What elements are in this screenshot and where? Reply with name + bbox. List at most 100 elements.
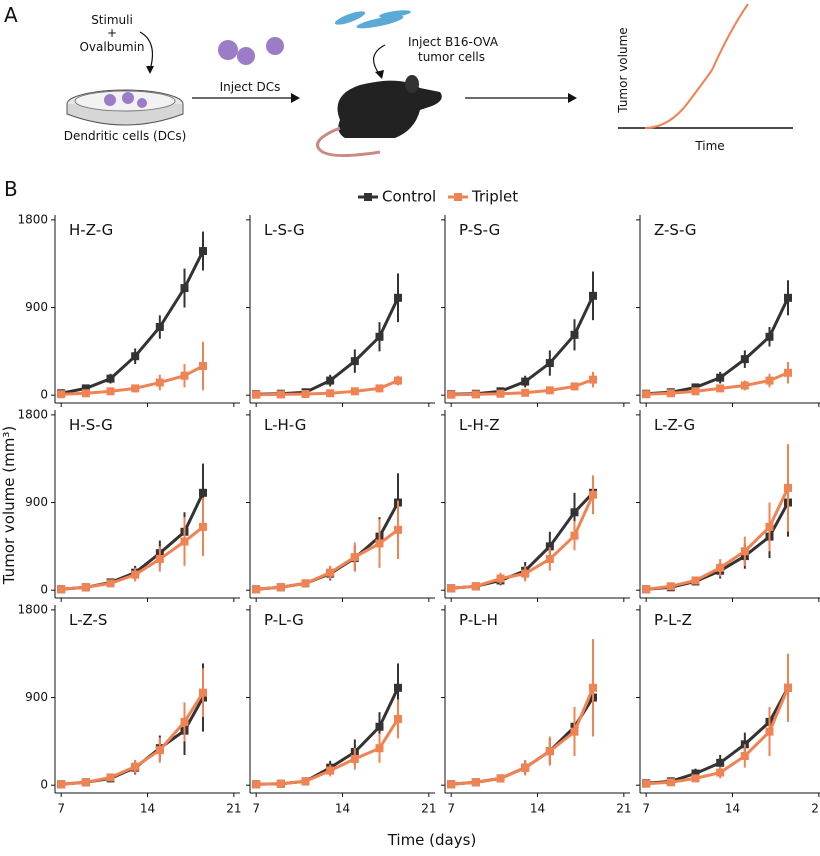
point bbox=[765, 332, 774, 341]
y-tick-label: 1800 bbox=[17, 212, 48, 226]
point bbox=[784, 293, 792, 302]
panel: Z-S-G bbox=[636, 215, 820, 407]
point bbox=[131, 352, 140, 361]
point bbox=[57, 780, 66, 789]
point bbox=[199, 247, 207, 256]
point bbox=[666, 778, 675, 787]
point bbox=[155, 746, 164, 755]
point bbox=[276, 779, 285, 788]
point bbox=[199, 488, 207, 497]
point bbox=[350, 387, 359, 396]
point bbox=[740, 381, 749, 390]
legend-label: Control bbox=[382, 188, 436, 206]
x-tick-label: 14 bbox=[140, 802, 155, 816]
point bbox=[375, 539, 384, 548]
label: Inject B16-OVA bbox=[408, 35, 499, 49]
point bbox=[81, 778, 90, 787]
legend-marker bbox=[454, 193, 462, 201]
panel-title: L-Z-G bbox=[654, 416, 695, 434]
point bbox=[521, 388, 530, 397]
point bbox=[642, 585, 651, 594]
x-tick-label: 21 bbox=[421, 802, 436, 816]
point bbox=[394, 376, 402, 385]
legend-marker bbox=[364, 193, 372, 201]
point bbox=[691, 774, 700, 783]
point bbox=[471, 390, 480, 399]
x-tick-label: 21 bbox=[616, 802, 631, 816]
point bbox=[252, 585, 261, 594]
label: Ovalbumin bbox=[79, 40, 144, 54]
point bbox=[765, 376, 774, 385]
point bbox=[276, 390, 285, 399]
point bbox=[57, 585, 66, 594]
point bbox=[155, 323, 164, 332]
x-tick-label: 7 bbox=[447, 802, 455, 816]
point bbox=[301, 579, 310, 588]
point bbox=[155, 378, 164, 387]
point bbox=[131, 762, 140, 771]
point bbox=[521, 763, 530, 772]
panel-title: H-S-G bbox=[69, 416, 113, 434]
point bbox=[350, 553, 359, 562]
label: Stimuli bbox=[91, 13, 133, 27]
panel: L-H-G bbox=[246, 410, 435, 602]
point bbox=[521, 569, 530, 578]
cell bbox=[237, 47, 255, 65]
point bbox=[326, 389, 335, 398]
point bbox=[326, 376, 335, 385]
label: Tumor volume bbox=[616, 27, 630, 113]
panel-title: P-L-H bbox=[459, 611, 498, 629]
point bbox=[666, 582, 675, 591]
point bbox=[716, 768, 725, 777]
point bbox=[155, 555, 164, 564]
panel: 0 900 1800 7 14 21 L-Z-S bbox=[17, 602, 241, 815]
point bbox=[447, 390, 456, 399]
y-tick-label: 1800 bbox=[17, 602, 48, 616]
point bbox=[545, 359, 554, 368]
x-tick-label: 14 bbox=[335, 802, 350, 816]
legend-label: Triplet bbox=[471, 188, 518, 206]
point bbox=[375, 384, 384, 393]
point bbox=[740, 355, 749, 364]
point bbox=[589, 490, 597, 499]
point bbox=[545, 542, 554, 551]
arrow-head bbox=[291, 93, 300, 103]
point bbox=[471, 778, 480, 787]
y-tick-label: 900 bbox=[25, 690, 48, 704]
arrow-head bbox=[146, 66, 154, 74]
panel: L-S-G bbox=[246, 215, 435, 407]
point bbox=[447, 584, 456, 593]
point bbox=[394, 714, 402, 723]
cell bbox=[218, 40, 238, 60]
point bbox=[106, 579, 115, 588]
point bbox=[545, 747, 554, 756]
point bbox=[301, 390, 310, 399]
y-tick-label: 0 bbox=[40, 583, 48, 597]
cell bbox=[122, 92, 134, 104]
point bbox=[496, 774, 505, 783]
point bbox=[81, 583, 90, 592]
panel-title: Z-S-G bbox=[654, 221, 697, 239]
point bbox=[350, 754, 359, 763]
point bbox=[81, 384, 90, 393]
point bbox=[666, 389, 675, 398]
point bbox=[81, 389, 90, 398]
point bbox=[496, 389, 505, 398]
point bbox=[131, 384, 140, 393]
panel-label: A bbox=[4, 3, 18, 27]
point bbox=[252, 390, 261, 399]
point bbox=[180, 717, 189, 726]
point bbox=[784, 483, 792, 492]
curve bbox=[644, 3, 749, 129]
point bbox=[691, 387, 700, 396]
point bbox=[765, 727, 774, 736]
x-tick-label: 7 bbox=[252, 802, 260, 816]
tumor-cell bbox=[379, 10, 411, 18]
label: Time bbox=[694, 139, 724, 153]
y-tick-label: 1800 bbox=[17, 407, 48, 421]
y-tick-label: 0 bbox=[40, 388, 48, 402]
panel-title: L-Z-S bbox=[69, 611, 107, 629]
point bbox=[394, 525, 402, 534]
point bbox=[496, 574, 505, 583]
series-line bbox=[61, 525, 204, 591]
